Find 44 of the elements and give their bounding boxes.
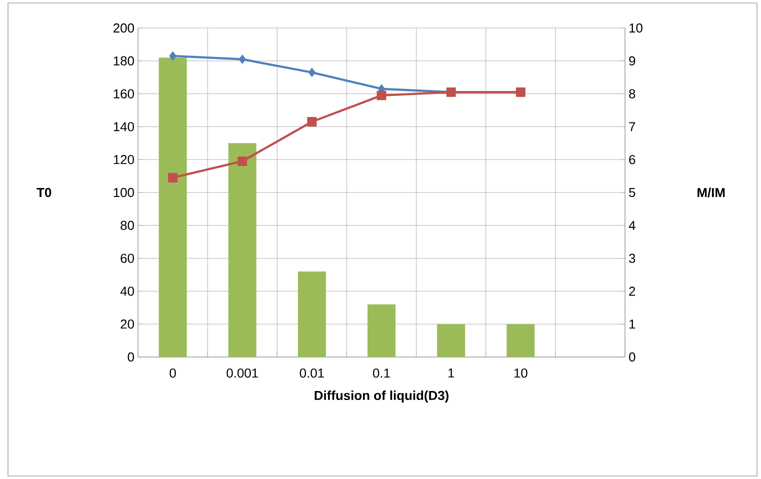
point [168, 172, 178, 182]
y-tick-label: 200 [114, 23, 134, 33]
y2-tick-label: 8 [629, 89, 636, 98]
bar [228, 143, 256, 357]
y-tick-label: 0 [128, 352, 134, 362]
y-tick-label: 40 [120, 286, 134, 296]
y2-tick-label: 5 [629, 188, 636, 198]
bar [368, 304, 396, 357]
point [376, 90, 386, 100]
x-tick-label: 1 [448, 368, 454, 378]
y-tick-label: 160 [114, 89, 134, 98]
y-tick-label: 140 [114, 122, 134, 132]
x-tick-label: 0 [170, 368, 176, 378]
y2-tick-label: 4 [628, 220, 636, 230]
y2-tick-label: 2 [629, 286, 636, 296]
y-tick-label: 80 [120, 220, 134, 230]
point [238, 54, 246, 64]
bar [437, 324, 466, 357]
x-axis-title: Diffusion of liquid(D3) [314, 390, 448, 403]
point [307, 117, 317, 126]
point [238, 156, 248, 166]
x-tick-label: 10 [514, 368, 528, 378]
point [169, 51, 176, 61]
y2-tick-label: 3 [629, 254, 636, 263]
y-tick-label: 20 [120, 320, 134, 329]
x-tick-label: 0.1 [373, 368, 390, 378]
y-tick-label: 120 [114, 155, 134, 164]
y2-tick-label: 6 [629, 155, 636, 164]
point [308, 68, 316, 78]
y2-axis-title: M/IM [698, 188, 725, 198]
y2-tick-label: 9 [629, 56, 636, 66]
y2-tick-label: 10 [630, 23, 642, 33]
bar [298, 271, 326, 357]
y2-tick-label: 0 [629, 352, 636, 362]
x-tick-label: 0.001 [226, 368, 258, 378]
y2-tick-label: 7 [629, 122, 636, 132]
bar [158, 58, 187, 357]
y-axis-title: T0 [36, 188, 52, 198]
x-tick-label: 0.01 [300, 368, 324, 378]
y-tick-label: 100 [114, 188, 134, 198]
y2-tick-label: 1 [630, 320, 636, 329]
y-tick-label: 60 [120, 254, 134, 263]
y-tick-label: 180 [114, 56, 134, 66]
bar [506, 324, 535, 357]
